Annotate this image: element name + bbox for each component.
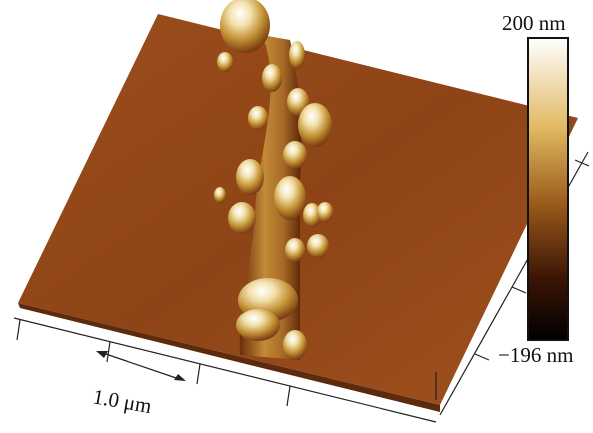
colorbar-max-label: 200 nm xyxy=(502,11,566,35)
scale-label: 1.0 μm xyxy=(91,384,153,418)
ridge xyxy=(214,0,333,360)
colorbar: 200 nm −196 nm xyxy=(498,11,573,367)
scale-bar: 1.0 μm xyxy=(91,351,186,418)
colorbar-min-label: −196 nm xyxy=(498,343,573,367)
